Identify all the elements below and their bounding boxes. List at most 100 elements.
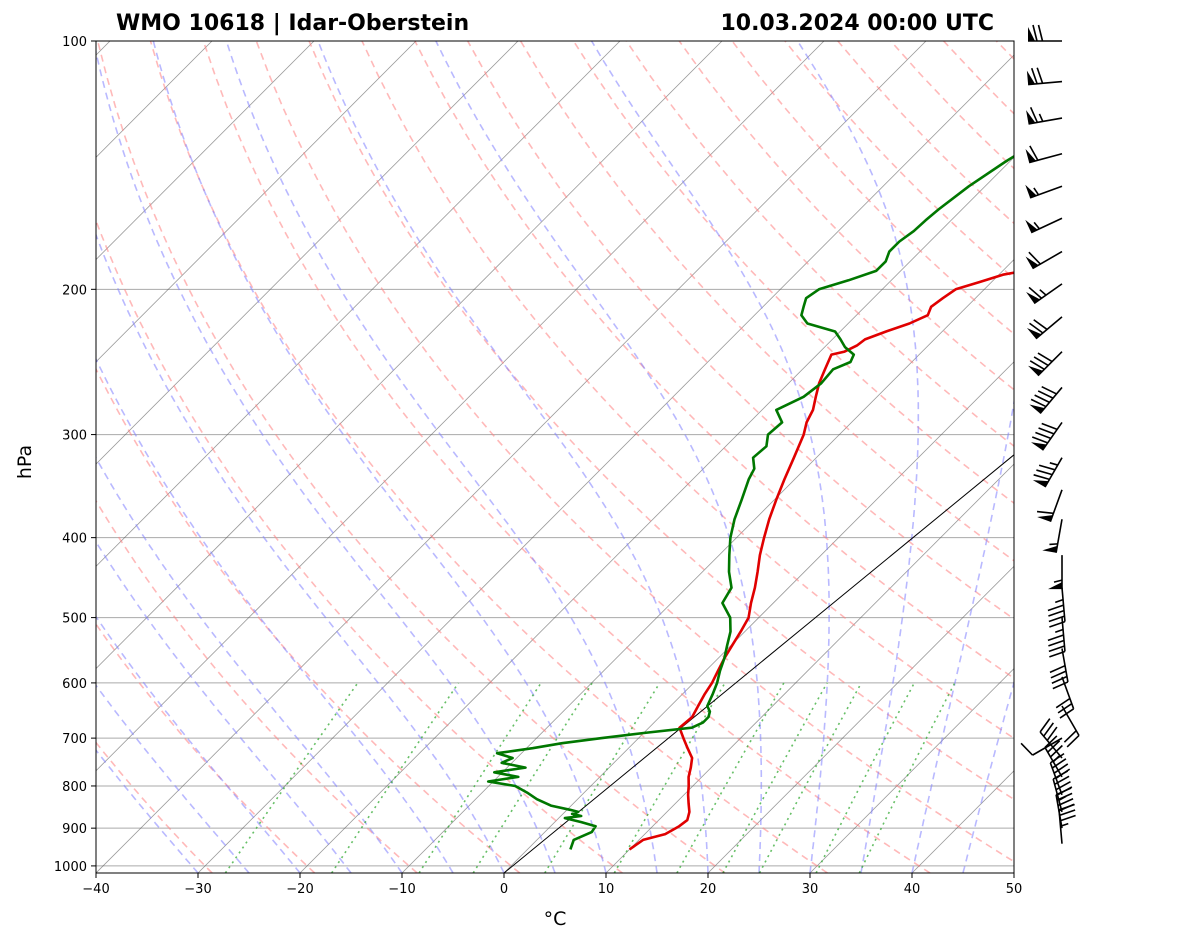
wind-barb	[1020, 737, 1063, 756]
isotherm-line	[707, 565, 1014, 873]
wind-barb-half	[1060, 822, 1069, 828]
wind-barb-full	[1051, 758, 1067, 769]
wind-barb	[1048, 555, 1063, 590]
wind-barb	[1042, 519, 1063, 553]
wind-barb-full	[1041, 385, 1057, 395]
wind-barb-full	[1039, 718, 1051, 733]
isotherm-line	[96, 41, 927, 873]
y-tick-label: 500	[62, 612, 87, 627]
wind-barb-full	[1047, 634, 1064, 642]
wind-barb-full	[1036, 510, 1054, 515]
moist-adiabat-line	[96, 684, 250, 873]
wind-barb-flag	[1037, 515, 1053, 522]
moist-adiabat-line	[96, 232, 505, 873]
wind-barb	[1039, 718, 1063, 759]
moist-adiabat-line	[96, 357, 454, 873]
wind-barb-flag	[1031, 442, 1047, 451]
isotherm-line	[401, 258, 1014, 873]
dry-adiabat-line	[96, 218, 623, 873]
moist-adiabat-line	[590, 41, 830, 873]
wind-barb-half	[1039, 289, 1047, 296]
isotherm-line	[299, 156, 1014, 873]
wind-barb-full	[1028, 286, 1043, 299]
y-tick-label: 200	[62, 283, 87, 298]
wind-barb-full	[1038, 427, 1055, 435]
y-tick-label: 300	[62, 429, 87, 444]
y-tick-label: 700	[62, 732, 87, 747]
wind-barb	[1026, 316, 1063, 340]
isotherm-line	[96, 41, 519, 465]
wind-barb-full	[1034, 394, 1050, 404]
wind-barb-flag	[1025, 149, 1036, 163]
wind-barb-full	[1044, 735, 1058, 749]
isotherm-line	[96, 41, 723, 670]
wind-barb-full	[1029, 360, 1045, 371]
wind-barb-half	[1054, 598, 1064, 604]
wind-barb-full	[1033, 319, 1048, 331]
wind-barb	[1025, 250, 1063, 270]
wind-barb-staff	[1039, 731, 1063, 759]
plot-frame	[95, 40, 1015, 874]
wind-barb-flag	[1025, 256, 1039, 269]
dry-adiabat-line	[308, 41, 1014, 801]
y-tick-label: 800	[62, 780, 87, 795]
wind-barb-full	[1049, 664, 1066, 674]
wind-barb-full	[1048, 639, 1065, 647]
wind-barb-full	[1052, 681, 1069, 690]
x-tick-label: 30	[802, 882, 819, 897]
y-tick-label: 900	[62, 822, 87, 837]
temperature-line	[628, 271, 1014, 851]
wind-barb-half	[1049, 543, 1058, 546]
wind-barb-full	[1057, 702, 1073, 714]
wind-barb-full	[1052, 770, 1069, 780]
moist-adiabat-line	[911, 397, 1014, 873]
moist-adiabat-line	[96, 48, 556, 873]
wind-barb-full	[1020, 742, 1034, 756]
wind-barb-full	[1059, 814, 1076, 822]
wind-barb-full	[1030, 67, 1038, 85]
dry-adiabat-line	[202, 41, 931, 873]
x-tick-label: 20	[700, 882, 717, 897]
dewpoint-line	[486, 154, 1014, 850]
wind-barb-staff	[1044, 457, 1063, 488]
wind-barb-flag	[1026, 328, 1042, 339]
wind-barb-flag	[1032, 480, 1049, 488]
wind-barb-half	[1053, 579, 1063, 583]
dry-adiabat-line	[361, 41, 1014, 740]
wind-barb-staff	[1049, 762, 1063, 796]
x-axis: −40 −30 −20 −10 0 10 20 30 40 50	[82, 873, 1022, 897]
dry-adiabat-line	[96, 41, 726, 873]
wind-barb-full	[1033, 356, 1049, 367]
isotherm-line	[96, 41, 315, 261]
mixing-ratio-line	[224, 682, 359, 873]
wind-barb-staff	[1061, 617, 1066, 652]
wind-barbs	[1020, 24, 1080, 844]
wind-barb-half	[1054, 628, 1064, 633]
wind-barb	[1026, 67, 1063, 86]
wind-barb	[1061, 705, 1080, 748]
parcel-line	[503, 454, 1014, 873]
wind-barb-staff	[1061, 705, 1080, 736]
x-tick-label: 0	[500, 882, 508, 897]
moist-adiabat-line	[152, 41, 607, 873]
plot-area	[96, 41, 1014, 873]
wind-barb-full	[1054, 775, 1070, 786]
mixing-ratio-line	[544, 682, 661, 873]
wind-barb-full	[1058, 803, 1075, 811]
wind-barb-full	[1059, 809, 1076, 817]
moist-adiabat-line	[96, 748, 199, 873]
isotherm-line	[197, 54, 1014, 873]
wind-barb-flag	[1025, 184, 1037, 198]
wind-barb-staff	[1030, 217, 1063, 234]
dry-adiabat-line	[96, 499, 418, 873]
y-tick-label: 600	[62, 677, 87, 692]
wind-barb	[1028, 24, 1062, 42]
wind-barb-full	[1029, 145, 1039, 161]
wind-barb-flag	[1028, 27, 1035, 41]
dry-adiabat-line	[572, 41, 1014, 505]
wind-barb	[1036, 489, 1063, 523]
wind-barb-half	[1038, 113, 1044, 122]
wind-barb-flag	[1028, 365, 1043, 376]
wind-barb-staff	[1061, 587, 1066, 622]
